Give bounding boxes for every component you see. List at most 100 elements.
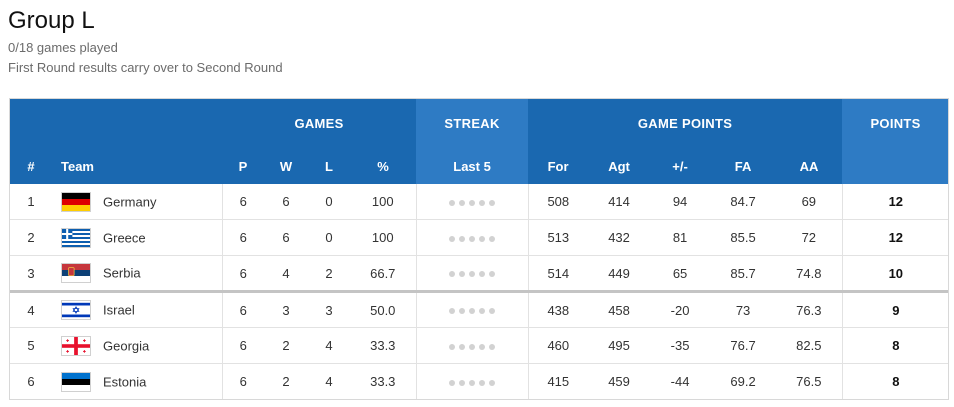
pct-cell: 33.3 xyxy=(350,327,417,365)
team-cell[interactable]: Israel xyxy=(53,291,223,329)
streak-dot xyxy=(469,199,476,206)
streak-dot xyxy=(479,379,486,386)
carry-over-note: First Round results carry over to Second… xyxy=(8,60,283,75)
col-losses[interactable]: L xyxy=(308,148,350,184)
streak-dot xyxy=(479,271,486,278)
streak-dot xyxy=(489,199,496,206)
streak-dots xyxy=(447,194,497,209)
aa-cell: 76.5 xyxy=(776,363,843,400)
fa-cell: 76.7 xyxy=(710,327,777,365)
streak-dot xyxy=(479,199,486,206)
col-agt[interactable]: Agt xyxy=(588,148,651,184)
points-cell: 12 xyxy=(842,219,950,257)
diff-cell: 65 xyxy=(650,255,711,294)
agt-cell: 449 xyxy=(588,255,651,294)
streak-dots xyxy=(447,266,497,281)
streak-dots xyxy=(447,338,497,353)
wins-cell: 4 xyxy=(264,255,308,294)
streak-cell xyxy=(416,255,529,294)
col-played[interactable]: P xyxy=(222,148,264,184)
streak-dot xyxy=(449,235,456,242)
streak-dot xyxy=(459,271,466,278)
aa-cell: 69 xyxy=(776,184,843,221)
table-row: 2 Greece 6 6 0 100 513 432 81 85.5 72 12 xyxy=(9,219,950,257)
table-row: 4 Israel 6 3 3 50.0 438 458 -20 73 76.3 … xyxy=(9,291,950,329)
streak-dots xyxy=(447,303,497,318)
georgia-flag-icon xyxy=(61,335,91,356)
for-cell: 460 xyxy=(528,327,589,365)
team-name[interactable]: Georgia xyxy=(103,338,150,354)
streak-dot xyxy=(449,199,456,206)
streak-dot xyxy=(459,379,466,386)
col-rank[interactable]: # xyxy=(9,148,53,184)
streak-cell xyxy=(416,327,529,365)
col-pct[interactable]: % xyxy=(350,148,417,184)
rank-cell: 2 xyxy=(9,219,53,257)
team-cell[interactable]: Greece xyxy=(53,219,223,257)
diff-cell: 94 xyxy=(650,184,711,221)
for-cell: 438 xyxy=(528,291,589,329)
agt-cell: 458 xyxy=(588,291,651,329)
table-row: 3 Serbia 6 4 2 66.7 514 449 65 85.7 74.8… xyxy=(9,255,950,294)
team-cell[interactable]: Germany xyxy=(53,184,223,221)
streak-cell xyxy=(416,219,529,257)
israel-flag-icon xyxy=(61,300,91,321)
streak-dot xyxy=(489,379,496,386)
col-team[interactable]: Team xyxy=(53,148,222,184)
greece-flag-icon xyxy=(61,227,91,248)
wins-cell: 6 xyxy=(264,184,308,221)
col-wins[interactable]: W xyxy=(264,148,308,184)
for-cell: 508 xyxy=(528,184,589,221)
streak-cell xyxy=(416,363,529,400)
streak-dot xyxy=(449,308,456,315)
wins-cell: 2 xyxy=(264,363,308,400)
page-title: Group L xyxy=(8,7,95,34)
streak-dot xyxy=(479,235,486,242)
streak-dot xyxy=(479,343,486,350)
pct-cell: 33.3 xyxy=(350,363,417,400)
col-last5[interactable]: Last 5 xyxy=(416,148,529,184)
points-cell: 12 xyxy=(842,184,950,221)
fa-cell: 73 xyxy=(710,291,777,329)
streak-dot xyxy=(459,308,466,315)
team-name[interactable]: Greece xyxy=(103,230,146,246)
table-row: 1 Germany 6 6 0 100 508 414 94 84.7 69 1… xyxy=(9,184,950,221)
col-aa[interactable]: AA xyxy=(776,148,843,184)
aa-cell: 74.8 xyxy=(776,255,843,294)
played-cell: 6 xyxy=(222,291,264,329)
germany-flag-icon xyxy=(61,191,91,212)
team-name[interactable]: Estonia xyxy=(103,374,147,390)
team-name[interactable]: Serbia xyxy=(103,265,141,281)
rank-cell: 4 xyxy=(9,291,53,329)
fa-cell: 85.7 xyxy=(710,255,777,294)
points-cell: 9 xyxy=(842,291,950,329)
streak-dot xyxy=(489,343,496,350)
wins-cell: 3 xyxy=(264,291,308,329)
streak-dot xyxy=(459,343,466,350)
team-cell[interactable]: Serbia xyxy=(53,255,223,294)
pct-cell: 66.7 xyxy=(350,255,417,294)
wins-cell: 2 xyxy=(264,327,308,365)
aa-cell: 82.5 xyxy=(776,327,843,365)
agt-cell: 459 xyxy=(588,363,651,400)
diff-cell: -35 xyxy=(650,327,711,365)
aa-cell: 76.3 xyxy=(776,291,843,329)
col-diff[interactable]: +/- xyxy=(650,148,711,184)
table-row: 5 Georgia 6 2 4 33.3 460 495 -35 76.7 82… xyxy=(9,327,950,365)
team-name[interactable]: Germany xyxy=(103,194,157,210)
streak-dot xyxy=(479,308,486,315)
streak-dot xyxy=(449,379,456,386)
team-name[interactable]: Israel xyxy=(103,302,135,318)
diff-cell: -44 xyxy=(650,363,711,400)
col-for[interactable]: For xyxy=(528,148,589,184)
streak-dot xyxy=(449,271,456,278)
agt-cell: 432 xyxy=(588,219,651,257)
team-cell[interactable]: Estonia xyxy=(53,363,223,400)
group-header: Group L 0/18 games played First Round re… xyxy=(8,4,283,78)
team-cell[interactable]: Georgia xyxy=(53,327,223,365)
rank-cell: 6 xyxy=(9,363,53,400)
wins-cell: 6 xyxy=(264,219,308,257)
streak-group-header: STREAK xyxy=(416,98,529,148)
pct-cell: 100 xyxy=(350,184,417,221)
col-fa[interactable]: FA xyxy=(710,148,777,184)
